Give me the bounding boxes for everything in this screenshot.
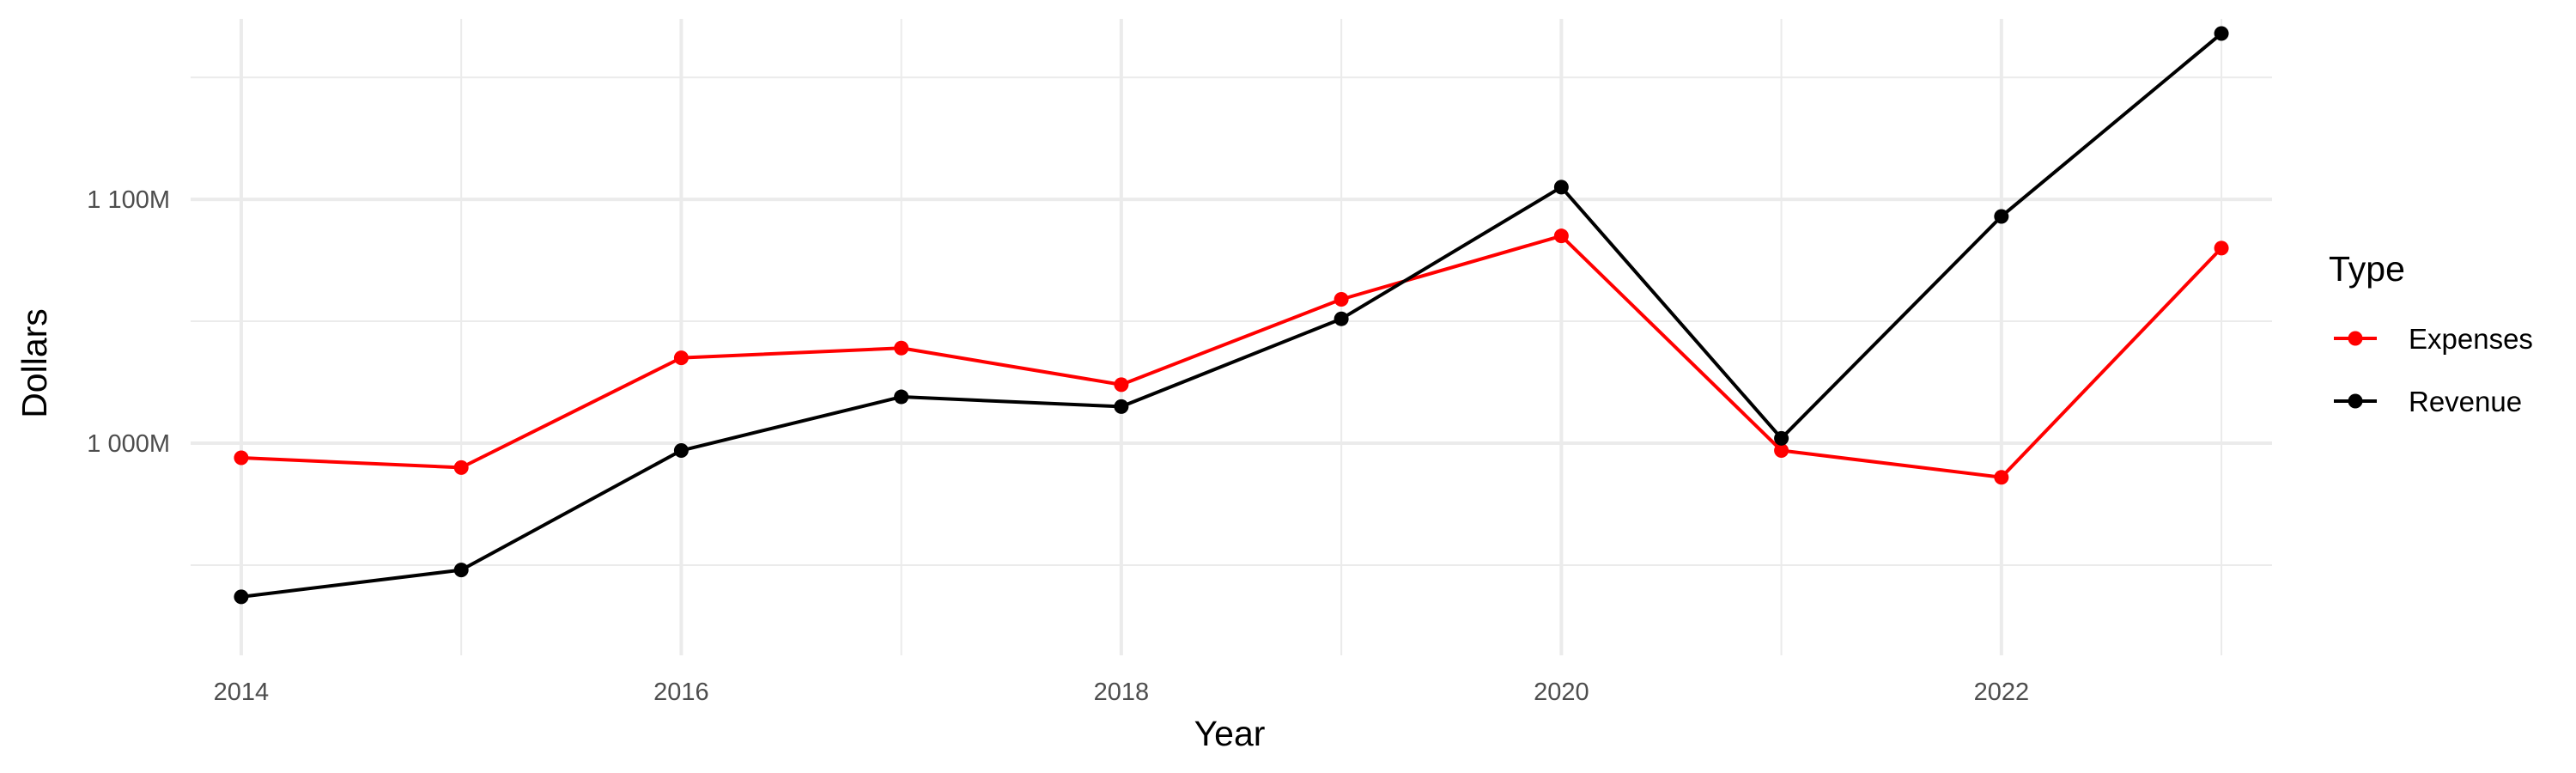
grid-lines [191, 19, 2272, 655]
x-tick-label: 2016 [653, 679, 709, 706]
y-axis-title: Dollars [15, 308, 54, 418]
legend-key-revenue-point [2348, 393, 2363, 409]
expenses-point [1334, 291, 1349, 307]
revenue-point [2214, 26, 2229, 41]
axis-ticks: 2014 2016 2018 2020 2022 1 000M 1 100M [87, 186, 2029, 706]
legend-label-expenses: Expenses [2409, 323, 2533, 355]
expenses-point [234, 450, 249, 466]
expenses-point [894, 340, 909, 356]
legend-title: Type [2329, 249, 2405, 289]
revenue-point [1553, 180, 1569, 195]
legend: Type Expenses Revenue [2329, 249, 2533, 417]
x-tick-label: 2018 [1094, 679, 1150, 706]
revenue-point [673, 443, 689, 459]
y-tick-label: 1 000M [87, 430, 170, 458]
expenses-point [2214, 240, 2229, 256]
x-axis-title: Year [1194, 714, 1266, 753]
revenue-point [1334, 311, 1349, 326]
expenses-point [1994, 470, 2009, 485]
legend-key-expenses-point [2348, 331, 2363, 346]
expenses-point [453, 460, 469, 475]
x-tick-label: 2020 [1534, 679, 1589, 706]
revenue-point [234, 589, 249, 605]
revenue-point [1994, 209, 2009, 224]
revenue-point [1114, 399, 1129, 414]
revenue-point [1774, 430, 1789, 446]
revenue-point [894, 389, 909, 405]
expenses-point [1114, 377, 1129, 393]
revenue-line [240, 32, 2223, 599]
series-lines [234, 26, 2229, 605]
x-tick-label: 2022 [1974, 679, 2030, 706]
legend-label-revenue: Revenue [2409, 386, 2522, 417]
expenses-point [673, 350, 689, 366]
x-tick-label: 2014 [214, 679, 270, 706]
expenses-point [1774, 443, 1789, 459]
y-tick-label: 1 100M [87, 186, 170, 214]
revenue-point [453, 563, 469, 578]
legend-items: Expenses Revenue [2334, 323, 2533, 417]
expenses-line [240, 234, 2223, 479]
expenses-point [1553, 228, 1569, 244]
